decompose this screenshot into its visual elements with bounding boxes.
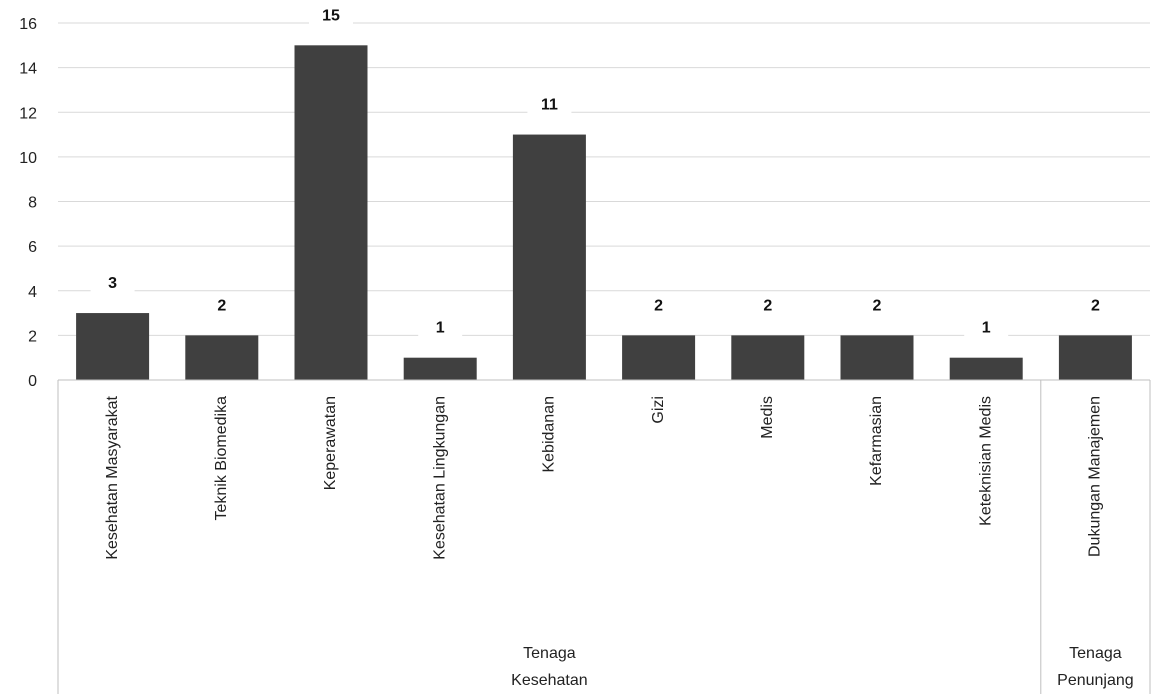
x-category-label: Keperawatan	[322, 396, 339, 490]
data-label-background	[636, 293, 681, 316]
data-label: 2	[217, 297, 226, 314]
bar	[731, 335, 805, 380]
data-label-background	[855, 293, 899, 316]
group-label: Tenaga	[1069, 645, 1122, 662]
y-tick-label: 14	[19, 61, 37, 78]
y-tick-label: 2	[28, 328, 37, 345]
bar	[1058, 335, 1132, 380]
data-label-background	[1073, 293, 1118, 316]
y-tick-label: 12	[19, 105, 37, 122]
x-category-label: Medis	[759, 396, 776, 439]
bar	[622, 335, 696, 380]
x-category-label: Kefarmasian	[868, 396, 885, 486]
data-label: 1	[982, 320, 991, 337]
data-label-background	[527, 92, 572, 115]
x-category-label: Kebidanan	[541, 396, 558, 473]
bar	[949, 357, 1023, 380]
data-label-background	[418, 315, 463, 338]
data-label: 2	[654, 297, 663, 314]
data-label: 3	[108, 275, 117, 292]
bar	[840, 335, 914, 380]
x-category-label: Teknik Biomedika	[213, 396, 230, 521]
x-category-label: Kesehatan Lingkungan	[431, 396, 448, 560]
data-label-background	[90, 271, 135, 294]
group-label: Kesehatan	[511, 672, 588, 689]
data-label-background	[964, 315, 1009, 338]
data-label: 2	[763, 297, 772, 314]
group-label: Tenaga	[523, 645, 576, 662]
bar	[403, 357, 477, 380]
bar	[294, 45, 368, 380]
bar	[185, 335, 259, 380]
bar	[512, 134, 586, 380]
y-tick-label: 4	[28, 284, 37, 301]
x-category-label: Kesehatan Masyarakat	[104, 395, 121, 559]
data-label: 2	[873, 297, 882, 314]
data-label-background	[309, 3, 353, 26]
group-label: Penunjang	[1057, 672, 1134, 689]
x-category-label: Gizi	[650, 396, 667, 424]
y-tick-label: 6	[28, 239, 37, 256]
x-category-label: Dukungan Manajemen	[1087, 396, 1104, 557]
x-category-label: Keteknisian Medis	[977, 396, 994, 526]
y-tick-label: 0	[28, 373, 37, 390]
y-tick-label: 16	[19, 16, 37, 33]
y-tick-label: 10	[19, 150, 37, 167]
data-label-background	[745, 293, 790, 316]
data-label: 2	[1091, 297, 1100, 314]
bar	[76, 313, 150, 380]
data-label: 15	[322, 7, 340, 24]
y-tick-label: 8	[28, 195, 37, 212]
data-label-background	[199, 293, 244, 316]
data-label: 1	[436, 320, 445, 337]
data-label: 11	[541, 97, 558, 114]
